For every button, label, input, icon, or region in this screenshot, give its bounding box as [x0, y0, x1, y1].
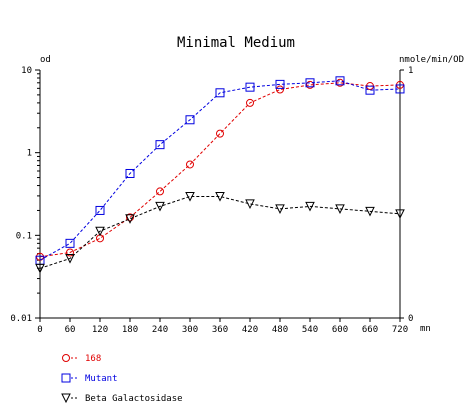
- data-point: [156, 187, 164, 196]
- data-point: [125, 214, 135, 224]
- x-tick-label: 240: [152, 325, 168, 335]
- x-axis-unit: mn: [420, 324, 431, 334]
- data-point: [216, 129, 224, 138]
- series-line: [39, 195, 401, 269]
- legend-label: Mutant: [85, 374, 118, 384]
- data-point: [245, 199, 255, 210]
- data-point: [215, 191, 225, 202]
- series-168: [36, 78, 404, 261]
- legend-item: 168: [62, 354, 101, 364]
- right-tick-label: 1: [408, 66, 413, 76]
- data-point: [95, 226, 105, 237]
- left-tick-label: 1: [27, 149, 32, 159]
- data-point: [365, 206, 375, 217]
- data-point: [185, 191, 195, 202]
- x-tick-label: 0: [37, 325, 42, 335]
- data-point: [395, 84, 405, 94]
- left-tick-label: 10: [21, 66, 32, 76]
- legend-item: Beta Galactosidase: [61, 393, 183, 404]
- series-beta-galactosidase: [35, 191, 405, 274]
- x-tick-label: 540: [302, 325, 318, 335]
- data-point: [305, 201, 315, 212]
- x-tick-label: 360: [212, 325, 228, 335]
- x-tick-label: 720: [392, 325, 408, 335]
- legend-marker: [61, 393, 71, 404]
- data-point: [245, 82, 255, 92]
- data-point: [125, 168, 135, 178]
- data-point: [335, 76, 345, 86]
- x-tick-label: 60: [65, 325, 76, 335]
- data-point: [65, 253, 75, 264]
- left-tick-label: 0.1: [16, 231, 32, 241]
- legend-marker: [61, 373, 71, 383]
- x-tick-label: 420: [242, 325, 258, 335]
- plot-area: [35, 76, 405, 274]
- x-tick-label: 480: [272, 325, 288, 335]
- x-tick-label: 300: [182, 325, 198, 335]
- left-tick-label: 0.01: [10, 314, 32, 324]
- data-point: [66, 248, 74, 257]
- data-point: [365, 85, 375, 95]
- x-tick-label: 600: [332, 325, 348, 335]
- legend-item: Mutant: [61, 373, 118, 384]
- data-point: [275, 79, 285, 89]
- data-point: [305, 78, 315, 88]
- data-point: [276, 85, 284, 94]
- series-line: [39, 80, 401, 261]
- data-point: [215, 88, 225, 98]
- legend-marker: [62, 354, 70, 362]
- legend-label: Beta Galactosidase: [85, 394, 183, 404]
- right-axis-label: nmole/min/OD: [399, 55, 464, 65]
- data-point: [126, 213, 134, 222]
- series-mutant: [35, 76, 405, 265]
- series-line: [39, 82, 401, 258]
- x-tick-label: 180: [122, 325, 138, 335]
- legend: 168 Mutant Beta Galactosidase: [61, 354, 183, 404]
- data-point: [275, 204, 285, 214]
- data-point: [155, 201, 165, 212]
- data-point: [65, 238, 75, 248]
- data-point: [246, 98, 254, 107]
- data-point: [335, 204, 345, 214]
- data-point: [95, 205, 105, 215]
- data-point: [155, 140, 165, 150]
- data-point: [186, 160, 194, 169]
- legend-label: 168: [85, 354, 101, 364]
- data-point: [35, 263, 45, 274]
- chart-title: Minimal Medium: [177, 35, 295, 51]
- left-axis-label: od: [40, 55, 51, 65]
- x-tick-label: 120: [92, 325, 108, 335]
- data-point: [185, 115, 195, 125]
- right-tick-label: 0: [408, 314, 413, 324]
- x-tick-label: 660: [362, 325, 378, 335]
- axes: 0 60 120 180 240 300 360 420 480 540 600 660 7201010…: [10, 66, 413, 335]
- data-point: [395, 209, 405, 219]
